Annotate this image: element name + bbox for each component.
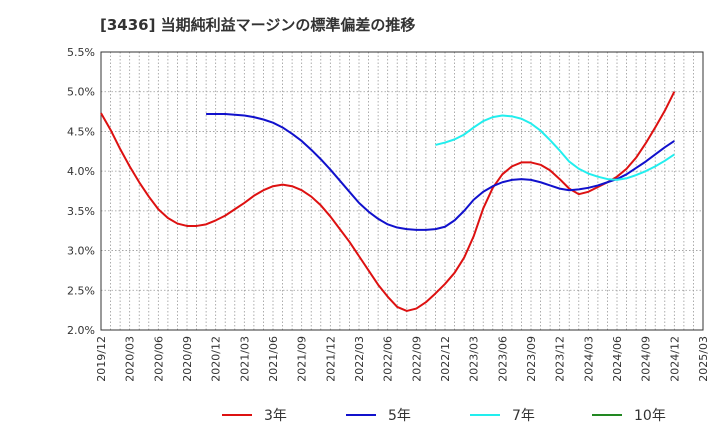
legend-label-2: 7年 [512,408,535,424]
x-tick-label: 2020/06 [152,336,165,382]
x-tick-label: 2021/03 [238,336,251,382]
x-tick-label: 2022/09 [410,336,423,382]
x-tick-label: 2024/09 [640,336,653,382]
x-tick-label: 2022/12 [439,336,452,382]
x-tick-label: 2019/12 [95,336,108,382]
y-tick-label: 3.0% [67,245,95,258]
y-tick-label: 2.0% [67,324,95,337]
y-tick-label: 3.5% [67,205,95,218]
series-line-2 [435,114,675,181]
x-tick-label: 2023/09 [525,336,538,382]
x-tick-label: 2022/06 [382,336,395,382]
x-tick-label: 2024/03 [582,336,595,382]
x-tick-label: 2021/09 [296,336,309,382]
x-tick-label: 2021/12 [324,336,337,382]
x-tick-label: 2022/03 [353,336,366,382]
series-line-1 [206,112,675,231]
chart-title: [3436] 当期純利益マージンの標準偏差の推移 [100,16,416,34]
x-tick-label: 2021/06 [267,336,280,382]
y-tick-label: 5.0% [67,86,95,99]
legend-label-0: 3年 [264,408,287,424]
y-tick-label: 4.5% [67,125,95,138]
x-tick-label: 2020/03 [124,336,137,382]
plot-border [100,51,704,331]
x-tick-label: 2023/12 [554,336,567,382]
plot-area [101,52,703,330]
series-line-0 [100,91,676,312]
x-tick-label: 2023/03 [468,336,481,382]
y-tick-label: 4.0% [67,165,95,178]
x-tick-label: 2023/06 [496,336,509,382]
x-tick-label: 2025/03 [697,336,710,382]
y-tick-label: 2.5% [67,284,95,297]
x-tick-label: 2020/09 [181,336,194,382]
x-tick-label: 2024/06 [611,336,624,382]
y-tick-label: 5.5% [67,46,95,59]
x-tick-label: 2020/12 [210,336,223,382]
legend-label-3: 10年 [634,408,666,424]
legend-label-1: 5年 [388,408,411,424]
x-tick-label: 2024/12 [668,336,681,382]
